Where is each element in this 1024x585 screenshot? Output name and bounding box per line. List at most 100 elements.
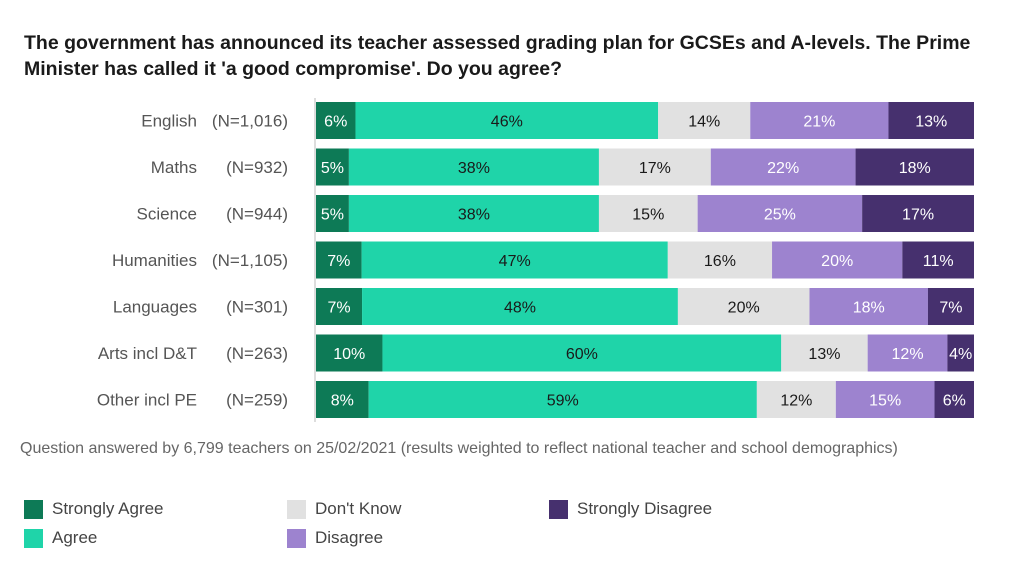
- bar-disagree-english: [750, 102, 889, 139]
- data-label-strongly-agree-humanities: 7%: [327, 253, 350, 270]
- legend-item-disagree: Disagree: [287, 528, 383, 548]
- legend-item-agree: Agree: [24, 528, 97, 548]
- legend-item-strongly-disagree: Strongly Disagree: [549, 499, 712, 519]
- data-label-strongly-disagree-maths: 18%: [899, 160, 931, 177]
- data-label-don-t-know-other-incl-pe: 12%: [780, 393, 812, 410]
- data-label-agree-maths: 38%: [458, 160, 490, 177]
- bar-disagree-other-incl-pe: [835, 381, 935, 418]
- data-label-disagree-science: 25%: [764, 207, 796, 224]
- data-label-strongly-disagree-languages: 7%: [939, 300, 962, 317]
- bar-disagree-arts-incl-d-t: [867, 334, 948, 372]
- data-label-strongly-agree-other-incl-pe: 8%: [331, 393, 354, 410]
- data-label-agree-english: 46%: [491, 114, 523, 131]
- data-label-disagree-english: 21%: [803, 114, 835, 131]
- bar-strongly-agree-english: [316, 102, 356, 139]
- legend-swatch-agree: [24, 528, 43, 548]
- data-label-strongly-disagree-humanities: 11%: [923, 253, 954, 270]
- bar-strongly-disagree-humanities: [902, 241, 974, 279]
- data-label-agree-humanities: 47%: [499, 253, 531, 270]
- bar-agree-arts-incl-d-t: [382, 334, 782, 372]
- legend-swatch-strongly-disagree: [549, 499, 568, 519]
- bar-agree-languages: [362, 288, 678, 325]
- bar-agree-maths: [348, 148, 599, 186]
- data-label-disagree-other-incl-pe: 15%: [869, 393, 901, 410]
- bar-agree-english: [355, 102, 659, 139]
- bar-don-t-know-science: [598, 195, 698, 232]
- legend-swatch-disagree: [287, 528, 306, 548]
- chart-title: The government has announced its teacher…: [24, 32, 971, 80]
- bar-don-t-know-maths: [598, 148, 711, 186]
- sample-size-label-other-incl-pe: (N=259): [226, 391, 288, 410]
- sample-size-label-english: (N=1,016): [212, 112, 288, 131]
- data-label-strongly-disagree-science: 17%: [902, 207, 934, 224]
- data-label-strongly-disagree-other-incl-pe: 6%: [943, 393, 966, 410]
- data-label-don-t-know-arts-incl-d-t: 13%: [808, 346, 840, 363]
- bar-strongly-agree-maths: [316, 148, 349, 186]
- bar-strongly-agree-languages: [316, 288, 363, 325]
- data-label-don-t-know-english: 14%: [688, 114, 720, 131]
- legend-label-strongly-disagree: Strongly Disagree: [577, 499, 713, 518]
- bar-don-t-know-arts-incl-d-t: [781, 334, 868, 372]
- category-label-science: Science: [137, 205, 197, 224]
- legend-swatch-don-t-know: [287, 499, 306, 519]
- bar-strongly-agree-arts-incl-d-t: [316, 334, 383, 372]
- data-label-agree-languages: 48%: [504, 300, 536, 317]
- data-label-agree-arts-incl-d-t: 60%: [566, 346, 598, 363]
- sample-size-label-science: (N=944): [226, 205, 288, 224]
- data-label-strongly-agree-science: 5%: [321, 207, 344, 224]
- bar-strongly-agree-other-incl-pe: [316, 381, 369, 418]
- bar-strongly-disagree-other-incl-pe: [934, 381, 974, 418]
- bar-agree-science: [348, 195, 599, 232]
- data-label-don-t-know-maths: 17%: [639, 160, 671, 177]
- legend-label-agree: Agree: [52, 528, 98, 547]
- legend-item-strongly-agree: Strongly Agree: [24, 499, 164, 519]
- bar-strongly-disagree-arts-incl-d-t: [947, 334, 974, 372]
- category-label-arts-incl-d-t: Arts incl D&T: [98, 344, 197, 363]
- bar-agree-other-incl-pe: [368, 381, 757, 418]
- legend-label-don-t-know: Don't Know: [315, 499, 402, 518]
- stacked-bar-chart: English (N=1,016) 6% 46% 14% 21% 13% Maths (N=93…: [97, 98, 974, 422]
- category-label-maths: Maths: [151, 158, 197, 177]
- data-label-don-t-know-languages: 20%: [728, 300, 760, 317]
- legend-item-don-t-know: Don't Know: [287, 499, 401, 519]
- data-label-strongly-agree-languages: 7%: [327, 300, 350, 317]
- data-label-disagree-languages: 18%: [853, 300, 885, 317]
- bar-strongly-disagree-english: [888, 102, 974, 139]
- chart-footnote: Question answered by 6,799 teachers on 2…: [20, 440, 898, 457]
- sample-size-label-arts-incl-d-t: (N=263): [226, 344, 288, 363]
- bar-disagree-science: [697, 195, 863, 232]
- bar-disagree-maths: [710, 148, 856, 186]
- data-label-strongly-agree-english: 6%: [324, 114, 347, 131]
- bar-strongly-agree-humanities: [316, 241, 362, 279]
- category-label-other-incl-pe: Other incl PE: [97, 391, 197, 410]
- category-label-english: English: [141, 112, 197, 131]
- data-label-strongly-agree-arts-incl-d-t: 10%: [333, 346, 365, 363]
- sample-size-label-humanities: (N=1,105): [212, 251, 288, 270]
- data-label-disagree-arts-incl-d-t: 12%: [892, 346, 924, 363]
- bar-strongly-disagree-science: [862, 195, 974, 232]
- data-label-strongly-disagree-english: 13%: [915, 114, 947, 131]
- bar-strongly-disagree-languages: [927, 288, 974, 325]
- bar-don-t-know-humanities: [667, 241, 773, 279]
- bar-agree-humanities: [361, 241, 668, 279]
- bar-don-t-know-languages: [677, 288, 810, 325]
- bar-disagree-languages: [809, 288, 928, 325]
- category-label-languages: Languages: [113, 298, 197, 317]
- bar-strongly-agree-science: [316, 195, 349, 232]
- data-label-disagree-maths: 22%: [767, 160, 799, 177]
- data-label-don-t-know-humanities: 16%: [704, 253, 736, 270]
- data-label-disagree-humanities: 20%: [821, 253, 853, 270]
- sample-size-label-languages: (N=301): [226, 298, 288, 317]
- data-label-strongly-disagree-arts-incl-d-t: 4%: [949, 346, 972, 363]
- data-label-agree-science: 38%: [458, 207, 490, 224]
- category-label-humanities: Humanities: [112, 251, 197, 270]
- bar-disagree-humanities: [772, 241, 903, 279]
- bar-don-t-know-english: [658, 102, 751, 139]
- bar-strongly-disagree-maths: [855, 148, 974, 186]
- data-label-strongly-agree-maths: 5%: [321, 160, 344, 177]
- data-label-don-t-know-science: 15%: [632, 207, 664, 224]
- data-label-agree-other-incl-pe: 59%: [547, 393, 579, 410]
- legend-label-disagree: Disagree: [315, 528, 384, 547]
- bar-don-t-know-other-incl-pe: [756, 381, 836, 418]
- legend-label-strongly-agree: Strongly Agree: [52, 499, 164, 518]
